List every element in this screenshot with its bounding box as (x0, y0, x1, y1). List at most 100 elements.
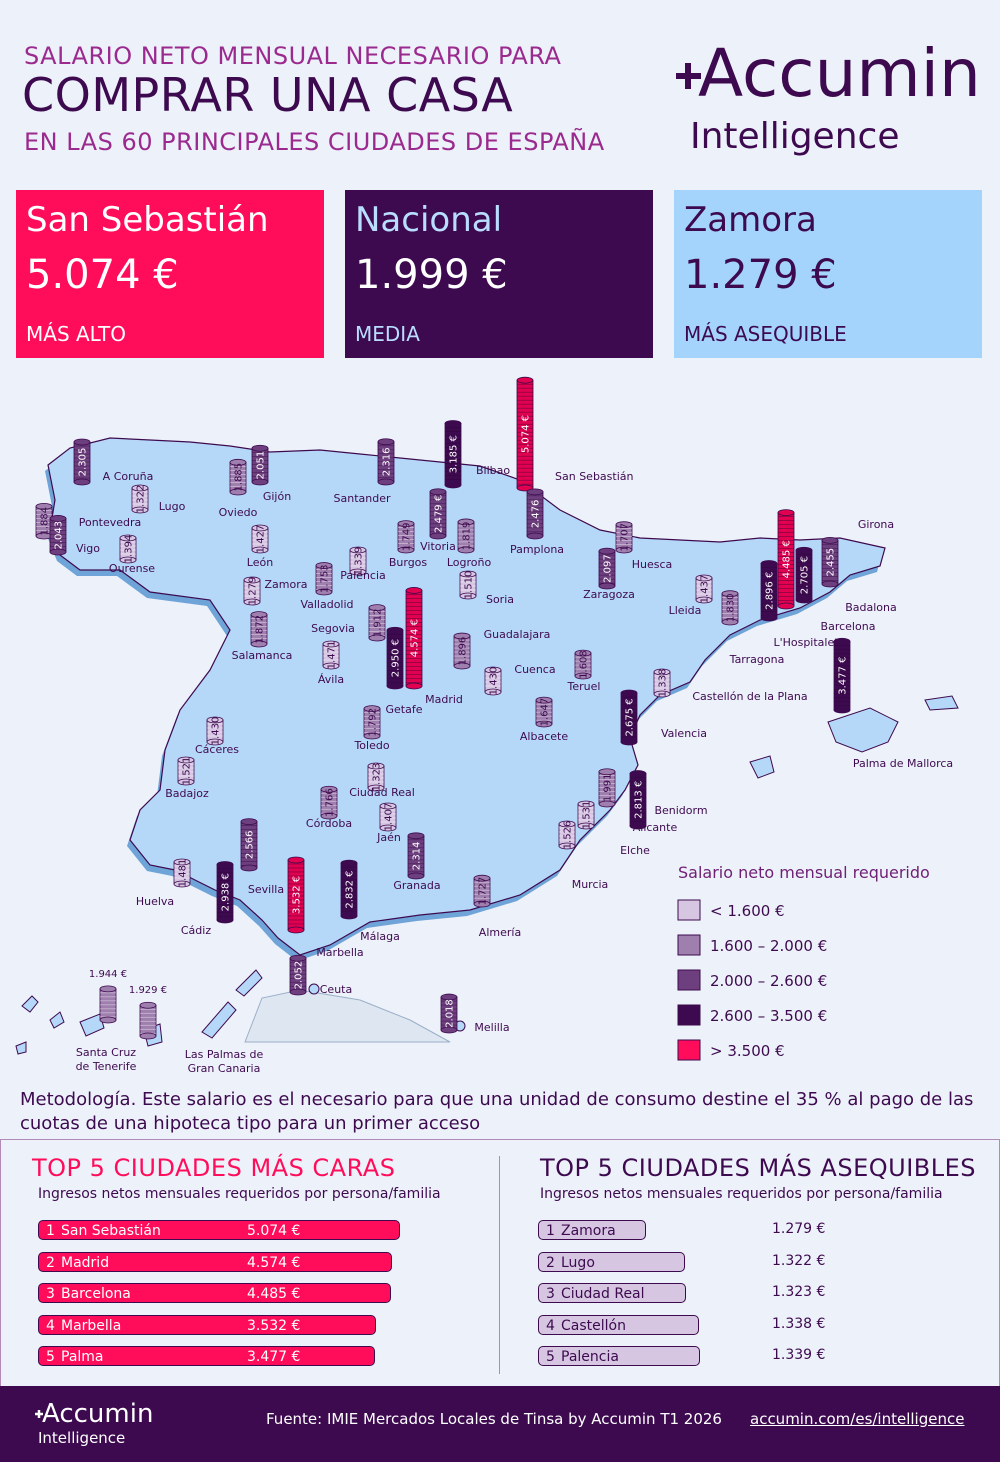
cylinder-top (287, 856, 305, 864)
city-marker: 2.832 € Málaga (340, 859, 400, 943)
cylinder-base (558, 842, 576, 850)
cylinder-base (251, 478, 269, 486)
logo-wordmark: Accumin (698, 38, 981, 108)
city-label: Ávila (318, 673, 344, 686)
city-value: 2.455 (826, 548, 837, 577)
title-line-3: EN LAS 60 PRINCIPALES CIUDADES DE ESPAÑA (24, 128, 605, 156)
cylinder-base (598, 800, 616, 808)
city-marker: 1.481 Huelva (136, 858, 191, 908)
cylinder-top (177, 756, 195, 764)
city-marker: 1.830 Tarragona (721, 590, 784, 666)
cylinder-base (620, 738, 638, 746)
rank-city: Barcelona (61, 1286, 131, 1302)
city-value: 1.912 (373, 609, 384, 638)
city-marker: 1.471 Ávila (318, 640, 344, 686)
city-value: 1.753 (320, 564, 331, 593)
cylinder-top (526, 488, 544, 496)
city-label: Barcelona (821, 620, 876, 633)
cylinder-top (173, 858, 191, 866)
city-value: 1.872 (255, 615, 266, 644)
rank-value: 1.338 € (772, 1315, 826, 1332)
cylinder-top (289, 954, 307, 962)
city-label: Córdoba (306, 817, 352, 830)
city-label: Cádiz (181, 924, 211, 937)
source-link[interactable]: accumin.com/es/intelligence (750, 1410, 965, 1428)
cylinder-base (457, 546, 475, 554)
cylinder-top (821, 536, 839, 544)
cylinder-base (777, 602, 795, 610)
city-label: Valencia (661, 727, 707, 740)
city-marker: 5.074 € San Sebastián (516, 376, 634, 492)
cylinder-base (173, 880, 191, 888)
footer (0, 1386, 1000, 1462)
city-marker: 2.813 € Benidorm (629, 770, 708, 830)
ceuta-dot (308, 983, 320, 995)
card-city: Zamora (684, 200, 817, 240)
city-label: Jaén (376, 831, 401, 844)
city-value: 2.314 (412, 842, 423, 871)
city-marker: 2.476 Pamplona (510, 488, 564, 556)
cylinder-base (429, 532, 447, 540)
city-value: 1.338 (658, 669, 669, 698)
cylinder-base (243, 598, 261, 606)
city-marker: 1.749 Burgos (389, 520, 427, 569)
cylinder-base (833, 706, 851, 714)
cylinder-base (440, 1026, 458, 1034)
legend-label: 2.600 – 3.500 € (710, 1007, 827, 1025)
city-label: Sevilla (248, 883, 284, 896)
cylinder-top (407, 832, 425, 840)
canary-island (15, 1041, 27, 1055)
city-label: Santa Cruz de Tenerife (76, 1046, 137, 1073)
cylinder-top (229, 458, 247, 466)
city-label: Bilbao (476, 464, 510, 477)
city-label: Marbella (316, 946, 363, 959)
city-marker: 2.675 € Valencia (620, 689, 707, 746)
rank-number: 2 (46, 1254, 55, 1271)
canary-island (235, 969, 263, 997)
city-marker: 2.314 Granada (393, 832, 441, 892)
legend-label: > 3.500 € (710, 1042, 785, 1060)
city-label: Segovia (311, 622, 355, 635)
cylinder-base (251, 546, 269, 554)
rank-number: 1 (46, 1223, 55, 1239)
city-label: Zaragoza (583, 588, 635, 601)
cylinder-base (795, 596, 813, 604)
cylinder-top (349, 546, 367, 554)
rank-value: 1.323 € (772, 1284, 826, 1300)
ranking-item: 4 Marbella 3.532 € (38, 1314, 376, 1335)
ranking-item: 3 Barcelona 4.485 € (38, 1283, 391, 1303)
city-marker: 2.043 Vigo (49, 515, 100, 556)
rank-number: 2 (546, 1254, 555, 1271)
cylinder-top (206, 716, 224, 724)
city-marker: 3.477 € Palma de Mallorca (833, 637, 953, 770)
rank-value: 5.074 € (247, 1223, 301, 1239)
footer-wordmark: Accumin (42, 1399, 153, 1428)
city-value: 2.051 (256, 451, 267, 480)
card-city: Nacional (355, 200, 503, 240)
cylinder-base (250, 640, 268, 648)
cylinder-base (598, 582, 616, 590)
city-label: Castellón de la Plana (692, 690, 807, 703)
cylinder-base (397, 546, 415, 554)
city-value: 1.792 (368, 708, 379, 737)
cylinder-base (363, 732, 381, 740)
city-marker: 2.479 € Vitoria (420, 488, 456, 553)
city-marker: 1.526 Murcia (558, 820, 608, 891)
city-value: 2.950 € (391, 639, 402, 677)
cylinder-top (251, 444, 269, 452)
city-value: 1.531 (582, 801, 593, 830)
city-marker: 1.322 Lugo (131, 484, 186, 514)
legend-title: Salario neto mensual requerido (678, 863, 930, 882)
city-value: 1.884 (40, 507, 51, 536)
cylinder-top (250, 611, 268, 619)
city-marker: 1.647 Albacete (520, 696, 568, 743)
city-label: Albacete (520, 730, 568, 743)
cylinder-top (386, 626, 404, 634)
city-label: Soria (486, 593, 514, 606)
city-label: Girona (858, 518, 894, 531)
